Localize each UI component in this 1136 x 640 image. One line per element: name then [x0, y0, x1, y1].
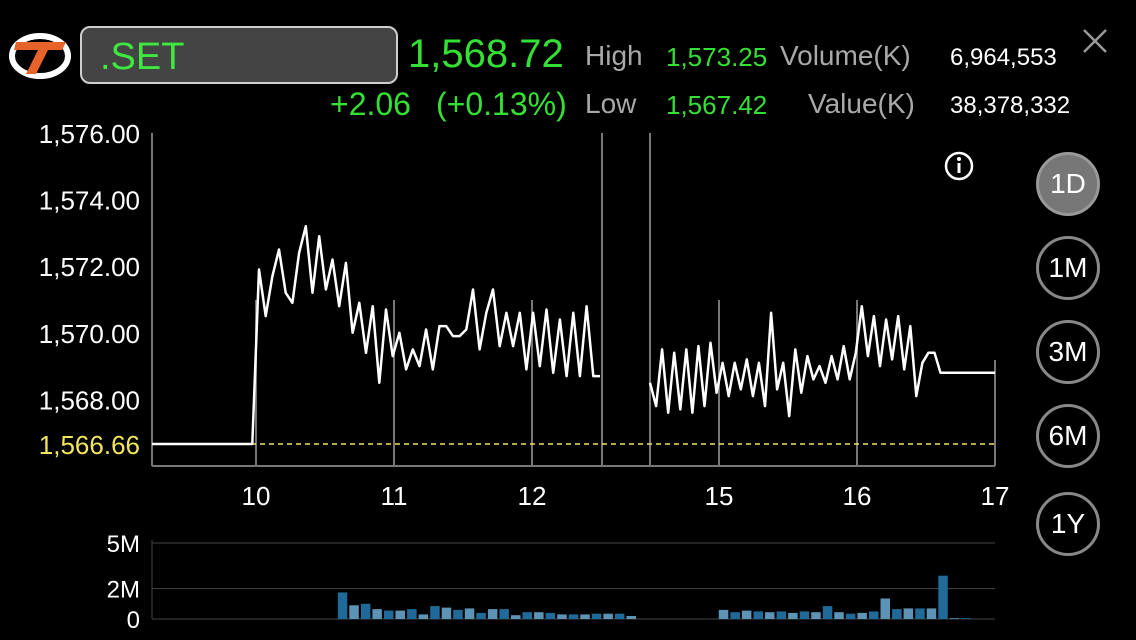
volume-bar	[834, 612, 844, 619]
low-value: 1,567.42	[666, 90, 768, 120]
logo-icon	[9, 33, 71, 79]
volume-tick-label: 5M	[107, 531, 140, 558]
price-line-morning	[152, 224, 600, 446]
volume-bar	[788, 612, 798, 619]
last-price: 1,568.72	[408, 32, 564, 76]
volume-bar	[499, 609, 509, 619]
price-line-afternoon	[648, 304, 995, 418]
volume-bar	[718, 609, 729, 619]
y-tick-label: 1,568.00	[39, 385, 140, 415]
value-value: 38,378,332	[950, 92, 1071, 119]
period-button-1m[interactable]: 1M	[1036, 236, 1100, 300]
volume-bar	[453, 609, 463, 619]
volume-bar	[476, 612, 486, 619]
symbol-text: .SET	[100, 36, 185, 78]
volume-bar	[961, 618, 971, 619]
y-tick-label: 1,576.00	[39, 119, 140, 149]
volume-bar	[811, 612, 821, 619]
period-button-1d[interactable]: 1D	[1036, 152, 1100, 216]
y-tick-label: 1,570.00	[39, 319, 140, 349]
y-tick-label: 1,574.00	[39, 186, 140, 216]
info-icon[interactable]	[944, 151, 974, 181]
volume-bar	[591, 613, 602, 619]
high-label: High	[585, 40, 643, 71]
volume-bar	[395, 610, 405, 619]
period-button-3m[interactable]: 3M	[1036, 320, 1100, 384]
volume-bar	[614, 613, 625, 619]
volume-tick-label: 2M	[107, 577, 140, 604]
volume-bar	[568, 614, 579, 619]
volume-bar	[822, 606, 833, 619]
volume-bar	[360, 603, 371, 619]
volume-bar	[464, 608, 475, 619]
value-label: Value(K)	[808, 88, 915, 119]
volume-bar	[430, 606, 440, 619]
volume-bar	[938, 575, 948, 619]
price-change-percent: (+0.13%)	[436, 86, 567, 122]
volume-bar	[903, 608, 914, 619]
y-tick-label: 1,572.00	[39, 252, 140, 282]
x-tick-label: 10	[242, 481, 271, 511]
period-button-1y[interactable]: 1Y	[1036, 492, 1100, 556]
x-tick-label: 15	[705, 481, 734, 511]
volume-bar	[880, 598, 890, 619]
volume-bar	[557, 614, 567, 619]
x-tick-label: 17	[981, 481, 1010, 511]
prev-close-label: 1,566.66	[39, 430, 140, 460]
volume-bar	[765, 612, 775, 619]
volume-bar	[926, 608, 937, 619]
volume-tick-label: 0	[127, 607, 140, 634]
volume-value: 6,964,553	[950, 44, 1057, 71]
volume-bar	[892, 609, 902, 619]
volume-bar	[915, 608, 925, 619]
x-tick-label: 12	[518, 481, 547, 511]
volume-bar	[580, 614, 590, 619]
volume-bar	[511, 615, 521, 619]
volume-bar	[522, 612, 532, 619]
volume-bar	[730, 612, 740, 619]
volume-bar	[869, 611, 879, 619]
volume-bar	[845, 613, 856, 619]
volume-bar	[753, 611, 763, 619]
volume-bar	[418, 614, 429, 619]
symbol-input[interactable]: .SET	[80, 26, 398, 84]
volume-bar	[857, 612, 867, 619]
low-label: Low	[585, 88, 637, 119]
volume-bar	[407, 609, 417, 619]
high-value: 1,573.25	[666, 42, 768, 72]
volume-bar	[949, 618, 960, 619]
volume-bar	[603, 613, 613, 619]
volume-bar	[776, 611, 787, 619]
volume-bar	[487, 609, 498, 619]
price-change: +2.06	[330, 86, 411, 122]
volume-label: Volume(K)	[780, 40, 911, 71]
volume-bar	[626, 616, 636, 619]
volume-bar	[441, 607, 452, 619]
x-tick-label: 11	[381, 481, 408, 511]
volume-bar	[545, 612, 556, 619]
x-tick-label: 16	[843, 481, 872, 511]
close-icon[interactable]	[1080, 26, 1110, 56]
volume-bar	[534, 612, 544, 619]
volume-bar	[349, 605, 359, 619]
period-button-6m[interactable]: 6M	[1036, 404, 1100, 468]
volume-bar	[372, 609, 382, 619]
volume-bar	[337, 592, 348, 619]
volume-bar	[799, 611, 810, 619]
volume-bar	[741, 610, 752, 619]
volume-bar	[384, 610, 394, 619]
